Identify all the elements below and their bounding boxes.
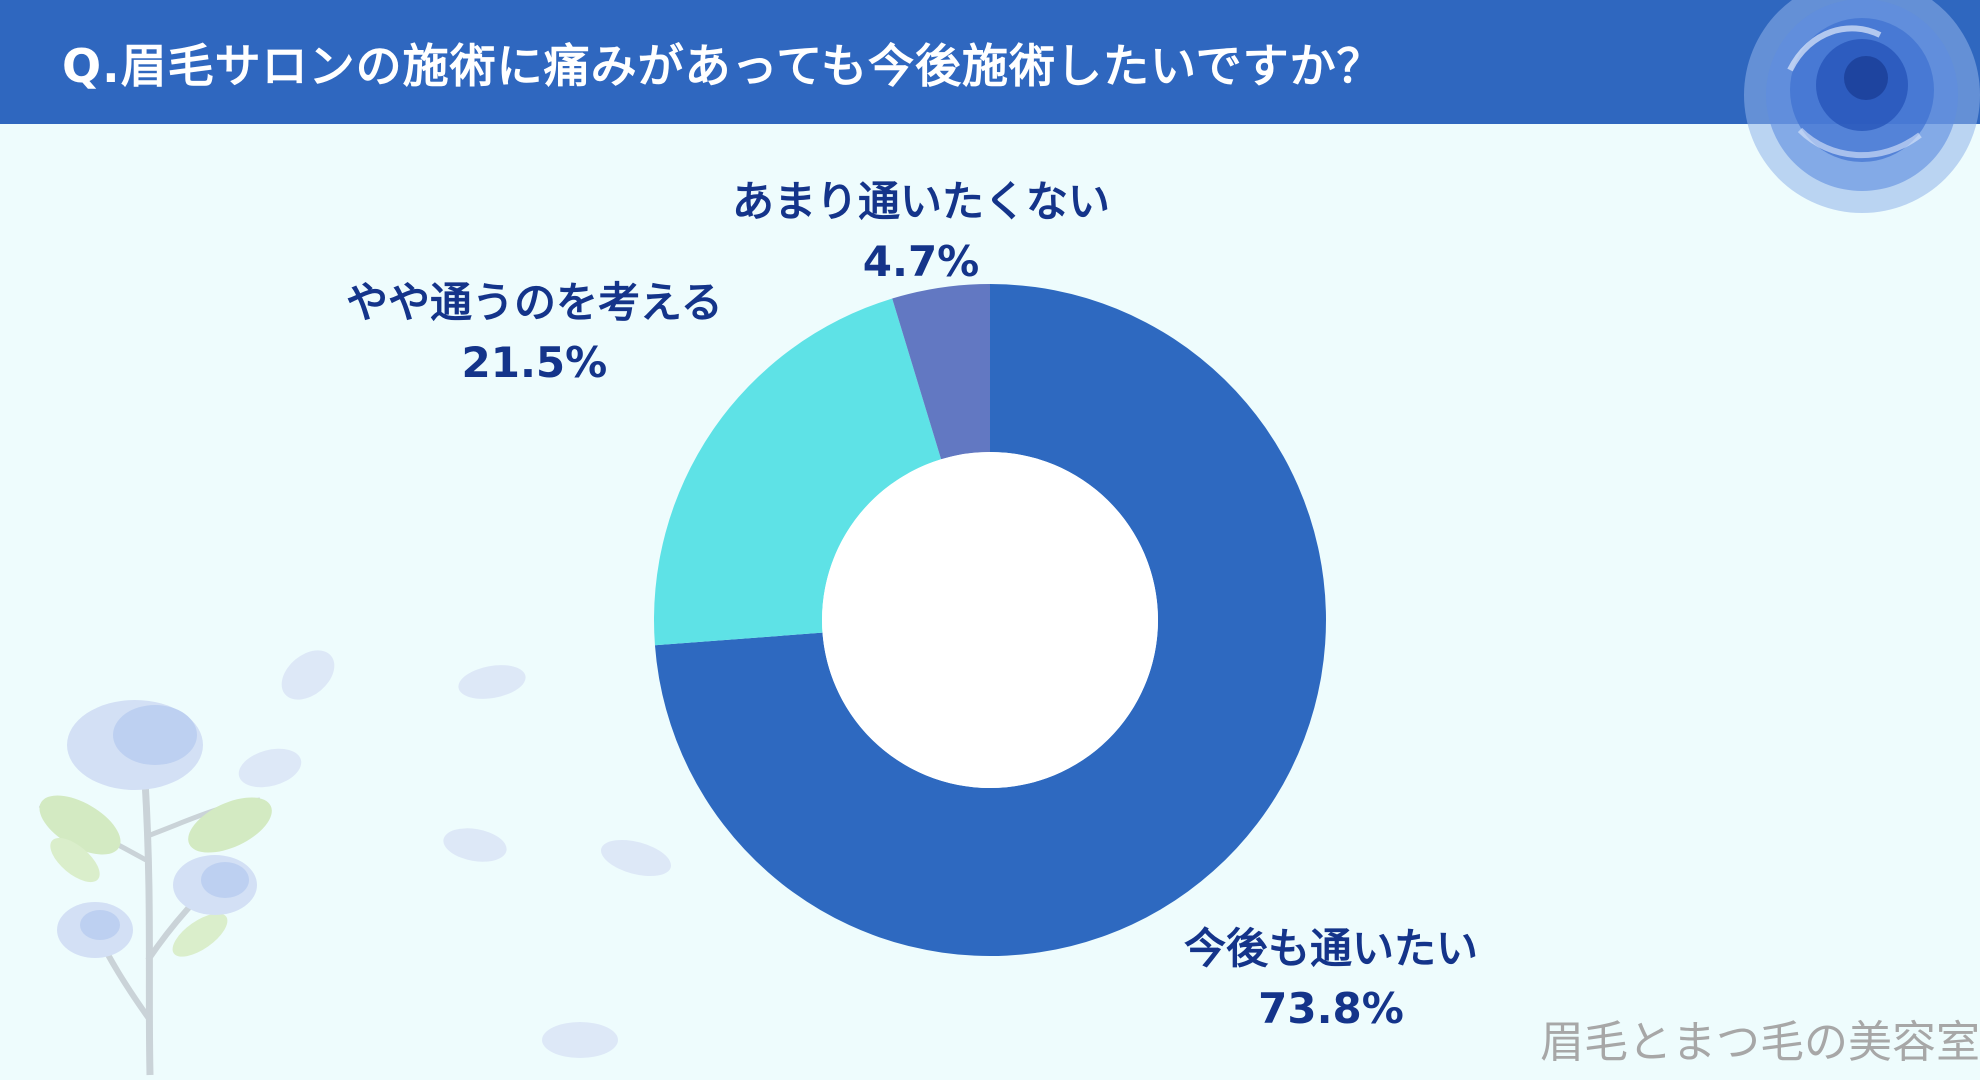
blue-rose-stem-bottom-left-icon [38,700,272,1076]
slice-label-value: 73.8% [1258,984,1404,1033]
slice-label-name: やや通うのを考える [346,278,723,327]
header-bar: Q.眉毛サロンの施術に痛みがあっても今後施術したいですか？ [0,0,1980,124]
slice-label-name: あまり通いたくない [732,177,1111,226]
slice-label-value: 4.7% [862,237,980,286]
slice-label-reluctant: あまり通いたくない 4.7% [732,172,1110,292]
slice-label-name: 今後も通いたい [1184,924,1479,973]
page-title: Q.眉毛サロンの施術に痛みがあっても今後施術したいですか？ [62,39,1384,93]
donut-center-hole [822,452,1158,788]
donut-slice-reluctant [892,284,990,460]
watermark-text: 眉毛とまつ毛の美容室 [1540,1017,1980,1068]
slice-label-considering: やや通うのを考える 21.5% [346,273,723,393]
slice-label-value: 21.5% [461,338,608,387]
petal-icons [238,650,672,1058]
donut-slice-considering [654,298,942,646]
slice-label-current: 今後も通いたい 73.8% [1184,919,1478,1039]
donut-chart [654,284,1326,957]
donut-slice-current [654,284,1326,957]
blue-rose-top-right-icon [1744,0,1980,213]
